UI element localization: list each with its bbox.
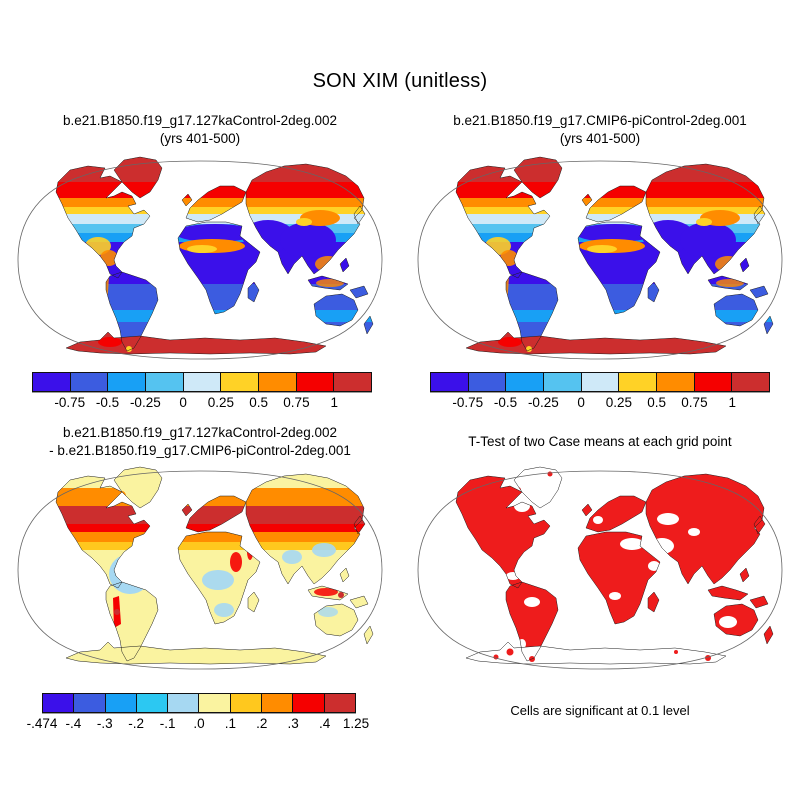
map-case2-robinson (410, 152, 790, 367)
colorbar-tick-label: 1 (330, 395, 338, 410)
colorbar-tick-label: .0 (193, 716, 205, 731)
colorbar-tick-label: 0.25 (207, 395, 235, 410)
colorbar-tick-label: -0.75 (452, 395, 484, 410)
colorbar-segment (543, 373, 581, 391)
colorbar-segment (220, 373, 259, 391)
map-ttest-robinson (410, 462, 790, 677)
colorbar-tick-label: -.3 (96, 716, 113, 731)
colorbar-segment (135, 694, 168, 712)
colorbar-tick-label: .3 (287, 716, 299, 731)
colorbar-segment (261, 694, 293, 712)
colorbar-segment (505, 373, 544, 391)
panel-title-case2-line2: (yrs 401-500) (559, 131, 641, 147)
colorbar-case1: -0.75 -0.5 -0.25 0 0.25 0.5 0.75 1 (32, 372, 372, 414)
colorbar-tick-label: 0 (577, 395, 585, 410)
colorbar-segment (580, 373, 619, 391)
colorbar-segment (292, 694, 324, 712)
colorbar-tick-label: -.474 (26, 716, 58, 731)
colorbar-segment (323, 694, 355, 712)
colorbar-tick-label: 0.5 (647, 395, 667, 410)
colorbar-segment (182, 373, 221, 391)
colorbar-diff: -.474 -.4 -.3 -.2 -.1 .0 .1 .2 .3 .4 1.25 (27, 693, 369, 735)
colorbar-segment (295, 373, 334, 391)
colorbar-segment (73, 694, 105, 712)
colorbar-segment (656, 373, 694, 391)
colorbar-segment (693, 373, 732, 391)
colorbar-segment (258, 373, 296, 391)
colorbar-segment (618, 373, 657, 391)
panel-title-case1-line2: (yrs 401-500) (159, 131, 241, 147)
colorbar-tick-label: -.4 (65, 716, 82, 731)
panel-title-case1-line1: b.e21.B1850.f19_g17.127kaControl-2deg.00… (63, 113, 337, 128)
colorbar-case2: -0.75 -0.5 -0.25 0 0.25 0.5 0.75 1 (430, 372, 770, 414)
colorbar-segment (467, 373, 506, 391)
colorbar-tick-label: -.1 (159, 716, 176, 731)
colorbar-segment (731, 373, 770, 391)
colorbar-segment (198, 694, 230, 712)
map-diff-robinson (10, 462, 390, 677)
panel-title-diff-line1: b.e21.B1850.f19_g17.127kaControl-2deg.00… (63, 425, 337, 440)
colorbar-tick-label: 0.75 (681, 395, 708, 410)
panel-title-case2-line1: b.e21.B1850.f19_g17.CMIP6-piControl-2deg… (453, 113, 747, 128)
colorbar-segment (229, 694, 262, 712)
colorbar-tick-label: 0.75 (283, 395, 310, 410)
colorbar-segment (107, 373, 146, 391)
colorbar-tick-label: -0.25 (129, 395, 161, 410)
significance-caption: Cells are significant at 0.1 level (510, 703, 690, 718)
colorbar-tick-label: -0.25 (527, 395, 559, 410)
colorbar-segment (33, 373, 70, 391)
colorbar-segment (43, 694, 74, 712)
colorbar-tick-label: .2 (256, 716, 268, 731)
panel-title-diff: b.e21.B1850.f19_g17.127kaControl-2deg.00… (0, 424, 400, 460)
colorbar-segment (145, 373, 183, 391)
colorbar-tick-label: 0.5 (249, 395, 269, 410)
colorbar-segment (69, 373, 108, 391)
panel-title-ttest-line1: T-Test of two Case means at each grid po… (468, 434, 732, 449)
colorbar-segment (431, 373, 468, 391)
colorbar-tick-label: -0.5 (95, 395, 120, 410)
colorbar-segment (167, 694, 199, 712)
colorbar-tick-label: .1 (224, 716, 237, 731)
colorbar-tick-label: -0.5 (493, 395, 518, 410)
map-case1-robinson (10, 152, 390, 367)
colorbar-tick-label: 1 (728, 395, 736, 410)
panel-title-case1: b.e21.B1850.f19_g17.127kaControl-2deg.00… (0, 112, 400, 148)
colorbar-tick-label: 0.25 (605, 395, 633, 410)
figure-title: SON XIM (unitless) (312, 70, 488, 92)
colorbar-tick-label: -0.75 (54, 395, 86, 410)
panel-title-ttest: T-Test of two Case means at each grid po… (400, 433, 800, 451)
panel-title-diff-line2: - b.e21.B1850.f19_g17.CMIP6-piControl-2d… (49, 443, 351, 459)
colorbar-tick-label: 0 (179, 395, 187, 410)
colorbar-segment (333, 373, 372, 391)
colorbar-tick-label: -.2 (128, 716, 145, 731)
colorbar-tick-label: .4 (318, 716, 331, 731)
colorbar-segment (104, 694, 136, 712)
panel-title-case2: b.e21.B1850.f19_g17.CMIP6-piControl-2deg… (400, 112, 800, 148)
colorbar-tick-label: 1.25 (342, 716, 370, 731)
